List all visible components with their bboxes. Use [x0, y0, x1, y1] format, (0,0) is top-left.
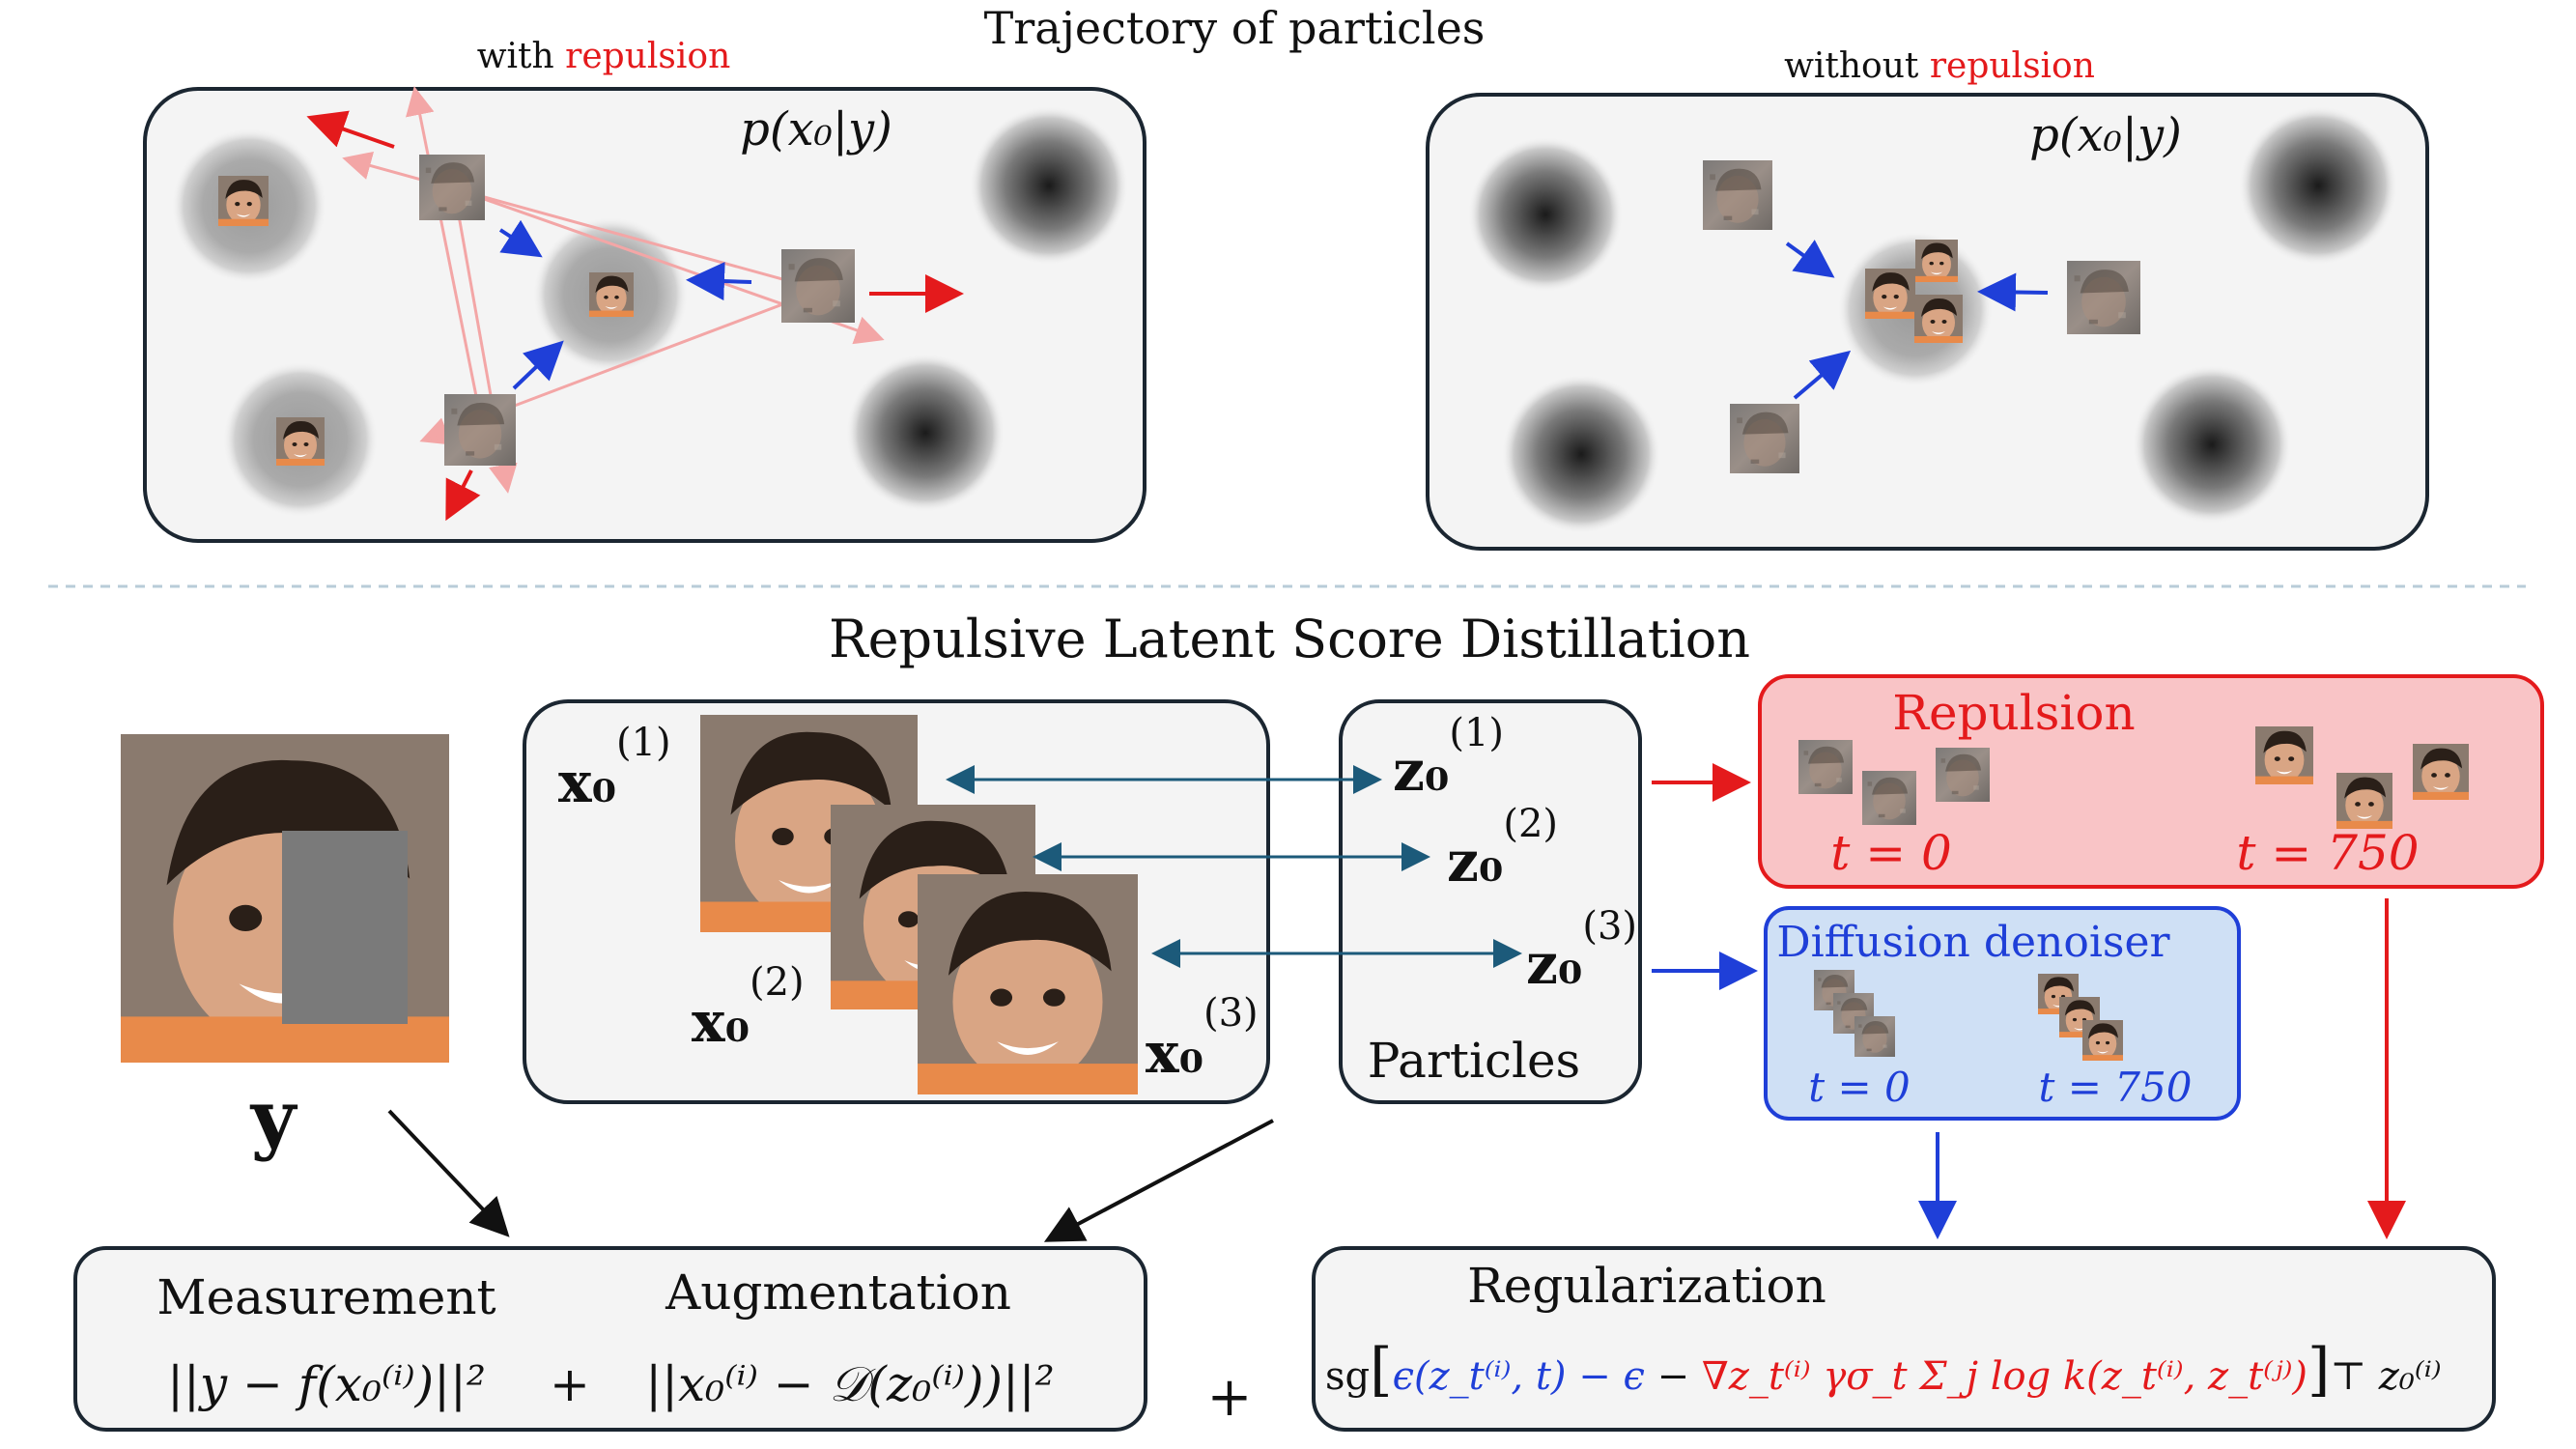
latent-particles-box [1339, 699, 1642, 1104]
observation-label: y [249, 1072, 298, 1163]
repulsion-title: Repulsion [1892, 685, 2135, 741]
score-arrow [1977, 272, 2049, 312]
top-title: Trajectory of particles [984, 2, 1486, 54]
noisy-particle [1798, 740, 1853, 794]
repulsion-arrow [306, 110, 395, 149]
loss-box [73, 1246, 1147, 1432]
latent-label-1: z₀(1) [1393, 711, 1504, 804]
observation-image [121, 734, 449, 1063]
face-thumbnail [2336, 773, 2392, 829]
latent-label-2: z₀(2) [1447, 802, 1558, 895]
mode-blob [1468, 137, 1623, 292]
right-density-label: p(x₀|y) [2029, 108, 2182, 162]
face-thumbnail [2413, 744, 2469, 800]
image-particle-3 [918, 874, 1138, 1094]
regularization-title: Regularization [1467, 1258, 1826, 1314]
noisy-particle [419, 155, 485, 220]
mask-rectangle [282, 831, 408, 1024]
measurement-title: Measurement [156, 1269, 495, 1325]
mode-blob [2133, 365, 2291, 524]
repulsion-arrow [445, 469, 481, 522]
face-thumbnail [2082, 1020, 2123, 1061]
image-label-3: x₀(3) [1146, 991, 1259, 1086]
score-arrow [686, 262, 752, 301]
noisy-particle [1936, 748, 1990, 802]
right-trajectory-panel: without repulsion p(x₀|y) [1426, 46, 2429, 551]
denoiser-t750: t = 750 [2039, 1064, 2193, 1111]
y-to-loss-arrow [387, 1109, 510, 1237]
noisy-particle [781, 249, 855, 323]
face-thumbnail [1865, 269, 1915, 319]
augmentation-title: Augmentation [665, 1264, 1011, 1321]
left-trajectory-panel: with repulsion p(x₀|y) [143, 37, 1146, 543]
score-arrow [1793, 350, 1852, 400]
x-to-loss-arrow [1043, 1119, 1274, 1242]
score-arrow [1785, 240, 1835, 278]
score-arrow [512, 340, 564, 390]
face-thumbnail [1915, 240, 1958, 282]
mode-blob [1502, 375, 1660, 533]
face-thumbnail [218, 176, 269, 226]
right-panel-label: without repulsion [1784, 46, 2095, 86]
denoiser-box [1764, 906, 2241, 1121]
score-arrow [498, 219, 543, 258]
noisy-particle [2067, 261, 2140, 334]
plus-sign: + [1207, 1366, 1253, 1429]
image-label-1: x₀(1) [558, 721, 671, 815]
augmentation-expression: ||x₀⁽ⁱ⁾ − 𝒟(z₀⁽ⁱ⁾))||² [645, 1356, 1054, 1412]
latent-label-3: z₀(3) [1526, 904, 1637, 997]
bottom-title: Repulsive Latent Score Distillation [829, 609, 1750, 669]
noisy-particle [444, 394, 516, 466]
regularization-expression: sg[ϵ(z_t⁽ⁱ⁾, t) − ϵ − ∇z_t⁽ⁱ⁾ γσ_t Σ_j l… [1325, 1336, 2442, 1404]
regularization-box [1312, 1246, 2496, 1432]
denoiser-title: Diffusion denoiser [1776, 918, 2170, 967]
face-thumbnail [1914, 295, 1963, 343]
particles-label: Particles [1368, 1033, 1580, 1089]
noisy-particle [1703, 160, 1772, 230]
noisy-particle [1730, 404, 1799, 473]
measurement-expression: ||y − f(x₀⁽ⁱ⁾)||² [167, 1356, 486, 1412]
mode-blob [2239, 106, 2397, 265]
face-thumbnail [2255, 726, 2313, 784]
mode-blob [846, 354, 1005, 512]
plus-sign: + [550, 1356, 590, 1412]
face-thumbnail [589, 272, 634, 317]
repulsion-t0: t = 0 [1830, 825, 1952, 881]
image-label-2: x₀(2) [692, 960, 805, 1055]
noisy-particle [1862, 771, 1916, 825]
face-thumbnail [276, 417, 325, 466]
denoiser-t0: t = 0 [1808, 1064, 1911, 1111]
mode-blob [970, 106, 1128, 265]
noisy-particle [1854, 1016, 1895, 1057]
repulsion-t750: t = 750 [2236, 825, 2419, 881]
left-density-label: p(x₀|y) [740, 102, 892, 156]
repulsion-box [1758, 674, 2544, 889]
left-panel-label: with repulsion [477, 37, 731, 76]
